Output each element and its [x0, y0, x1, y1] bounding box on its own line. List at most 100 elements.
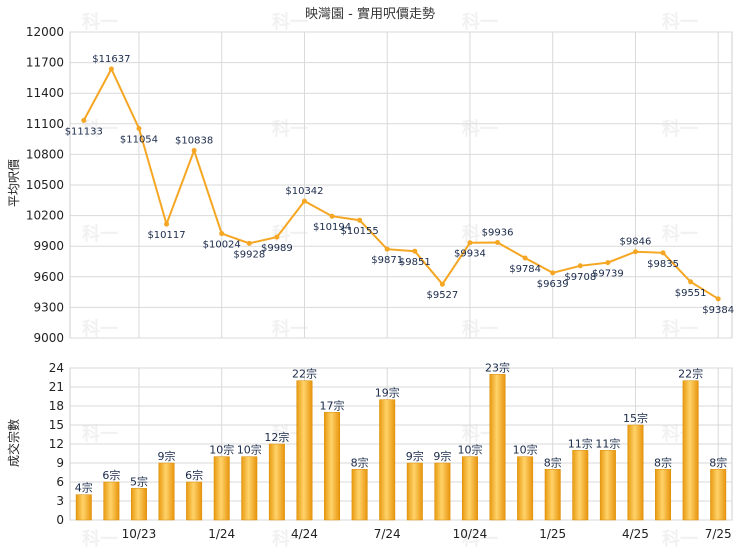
transaction-bar-label: 11宗: [595, 436, 620, 450]
price-point-label: $9846: [620, 237, 652, 248]
transactions-y-tick-label: 6: [56, 475, 64, 489]
price-point-label: $9551: [675, 288, 707, 299]
price-point: [274, 234, 280, 240]
watermark-text: 科一: [272, 318, 308, 340]
price-point: [715, 296, 721, 302]
price-y-axis-label: 平均呎價: [7, 159, 21, 207]
watermark-text: 科一: [272, 11, 308, 33]
price-point: [467, 240, 473, 246]
price-point-label: $9934: [454, 249, 486, 260]
transaction-bar-label: 4宗: [75, 481, 93, 495]
transaction-bar-label: 6宗: [102, 468, 120, 482]
watermark-text: 科一: [272, 528, 308, 550]
price-point: [384, 246, 390, 252]
watermark-text: 科一: [662, 318, 698, 340]
transactions-y-tick-label: 15: [49, 418, 64, 432]
watermark-text: 科一: [662, 11, 698, 33]
watermark-text: 科一: [82, 318, 118, 340]
price-y-tick-label: 10200: [26, 209, 64, 223]
x-tick-label: 10/24: [453, 527, 488, 541]
transaction-bar-label: 23宗: [485, 360, 510, 374]
transaction-bar: [655, 469, 672, 521]
price-point: [550, 270, 556, 276]
price-point: [495, 240, 501, 246]
price-point-label: $11133: [65, 126, 103, 137]
transaction-bar-label: 11宗: [568, 436, 593, 450]
transaction-bar: [268, 443, 285, 521]
watermark-text: 科一: [662, 528, 698, 550]
price-point-label: $9835: [647, 259, 679, 270]
price-point-label: $10194: [313, 222, 351, 233]
transaction-bar-label: 22宗: [678, 367, 703, 381]
price-point-label: $9739: [592, 269, 624, 280]
transaction-bar: [296, 380, 313, 521]
transaction-bar: [186, 481, 203, 521]
x-tick-label: 1/24: [208, 527, 235, 541]
price-chart-grid: [69, 31, 733, 339]
x-tick-label: 1/25: [539, 527, 566, 541]
transaction-bar: [241, 456, 258, 521]
transaction-bar-label: 15宗: [623, 411, 648, 425]
transaction-bar-label: 10宗: [513, 443, 538, 457]
price-line: [82, 66, 719, 300]
watermark-text: 科一: [82, 423, 118, 445]
watermark-text: 科一: [82, 223, 118, 245]
transaction-bar-label: 8宗: [709, 455, 727, 469]
price-point-label: $11637: [92, 54, 130, 65]
transactions-y-axis-label: 成交宗數: [6, 419, 21, 467]
transactions-y-axis: 0 3 6 9 12 15 18 21 24: [49, 361, 64, 527]
transaction-bar-label: 19宗: [375, 386, 400, 400]
price-y-tick-label: 10800: [26, 147, 64, 161]
price-point: [357, 217, 363, 223]
chart-title: 映灣園 - 實用呎價走勢: [305, 6, 435, 22]
price-points: [81, 66, 721, 302]
transaction-bar-label: 9宗: [406, 449, 424, 463]
transaction-bar: [103, 481, 120, 521]
watermark-text: 科一: [462, 223, 498, 245]
transaction-bar-label: 6宗: [185, 468, 203, 482]
transaction-bar-label: 5宗: [130, 474, 148, 488]
transaction-bar: [324, 412, 341, 521]
price-y-tick-label: 9600: [33, 270, 64, 284]
x-tick-label: 4/25: [622, 527, 649, 541]
price-point: [164, 221, 170, 227]
transaction-bar: [517, 456, 534, 521]
watermark-text: 科一: [82, 528, 118, 550]
price-point-label: $10342: [285, 186, 323, 197]
transaction-bar: [130, 488, 147, 521]
price-y-tick-label: 11400: [26, 86, 64, 100]
x-tick-label: 4/24: [291, 527, 318, 541]
transaction-bar: [351, 469, 368, 521]
price-point: [219, 231, 225, 237]
price-point-label: $9784: [509, 264, 541, 275]
transaction-bar: [572, 450, 589, 521]
transactions-bars: [75, 374, 727, 521]
price-point-label: $9851: [399, 257, 431, 268]
price-point-label: $9527: [426, 290, 458, 301]
transaction-bar: [213, 456, 230, 521]
price-point: [81, 117, 87, 123]
transactions-y-tick-label: 18: [49, 399, 64, 413]
transactions-y-tick-label: 24: [49, 361, 64, 375]
price-point-label: $10117: [147, 230, 185, 241]
watermark-text: 科一: [462, 11, 498, 33]
price-point-label: $9708: [564, 272, 596, 283]
transaction-bar: [489, 374, 506, 521]
watermark-text: 科一: [82, 11, 118, 33]
transaction-bar: [158, 462, 175, 521]
watermark-text: 科一: [462, 118, 498, 140]
transaction-bar: [406, 462, 423, 521]
price-point: [136, 125, 142, 131]
price-y-tick-label: 12000: [26, 25, 64, 39]
watermark-text: 科一: [462, 318, 498, 340]
transaction-bar: [379, 399, 396, 521]
transactions-y-tick-label: 0: [56, 513, 64, 527]
transactions-y-tick-label: 9: [56, 456, 64, 470]
transaction-bar-label: 10宗: [209, 443, 234, 457]
transaction-bar: [627, 424, 644, 521]
transaction-bar: [682, 380, 699, 521]
price-point-label: $11054: [120, 134, 158, 145]
transaction-bar-label: 17宗: [320, 398, 345, 412]
